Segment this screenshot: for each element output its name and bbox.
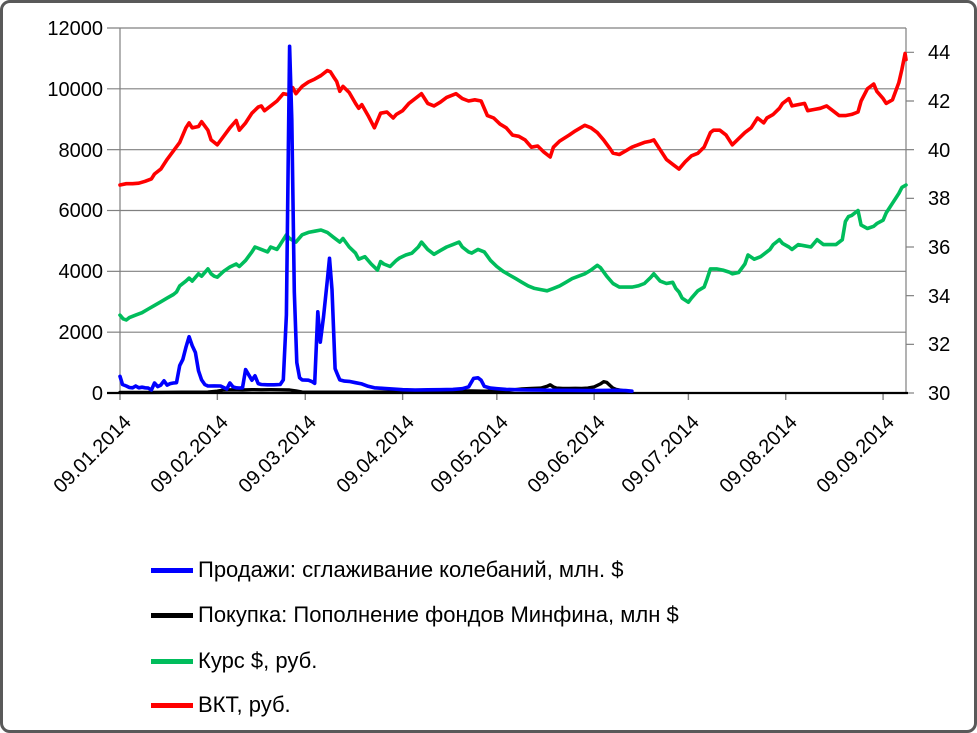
plot-svg: [107, 27, 914, 400]
legend-label: Покупка: Пополнение фондов Минфина, млн …: [198, 602, 679, 627]
legend-swatch-1: [151, 612, 193, 618]
legend-label: Курс $, руб.: [198, 648, 318, 673]
legend-swatch-0: [151, 567, 193, 573]
left-axis-tick-label: 8000: [58, 140, 104, 162]
legend-label: ВКТ, руб.: [198, 692, 291, 717]
left-axis-tick-label: 2000: [58, 322, 104, 344]
left-axis-tick-label: 4000: [58, 261, 104, 283]
right-axis-tick-label: 34: [928, 286, 951, 308]
right-axis-tick-label: 32: [928, 334, 951, 356]
right-axis-tick-label: 38: [928, 188, 951, 210]
legend-item-basket: ВКТ, руб.: [151, 691, 291, 719]
legend-item-usd-rate: Курс $, руб.: [151, 647, 317, 675]
legend-item-purchase: Покупка: Пополнение фондов Минфина, млн …: [151, 601, 679, 629]
right-axis-tick-label: 44: [928, 42, 951, 64]
right-axis-tick-label: 30: [928, 383, 951, 405]
right-axis-tick-label: 40: [928, 140, 951, 162]
left-axis-tick-label: 10000: [47, 79, 103, 101]
left-axis-tick-label: 12000: [47, 18, 103, 40]
legend-label: Продажи: сглаживание колебаний, млн. $: [198, 557, 624, 582]
legend-swatch-2: [151, 658, 193, 664]
legend-swatch-3: [151, 702, 193, 708]
left-axis-tick-label: 0: [91, 383, 103, 405]
right-axis-tick-label: 42: [928, 91, 951, 113]
legend-item-sales: Продажи: сглаживание колебаний, млн. $: [151, 556, 624, 584]
right-axis-tick-label: 36: [928, 237, 951, 259]
left-axis-tick-label: 6000: [58, 200, 104, 222]
